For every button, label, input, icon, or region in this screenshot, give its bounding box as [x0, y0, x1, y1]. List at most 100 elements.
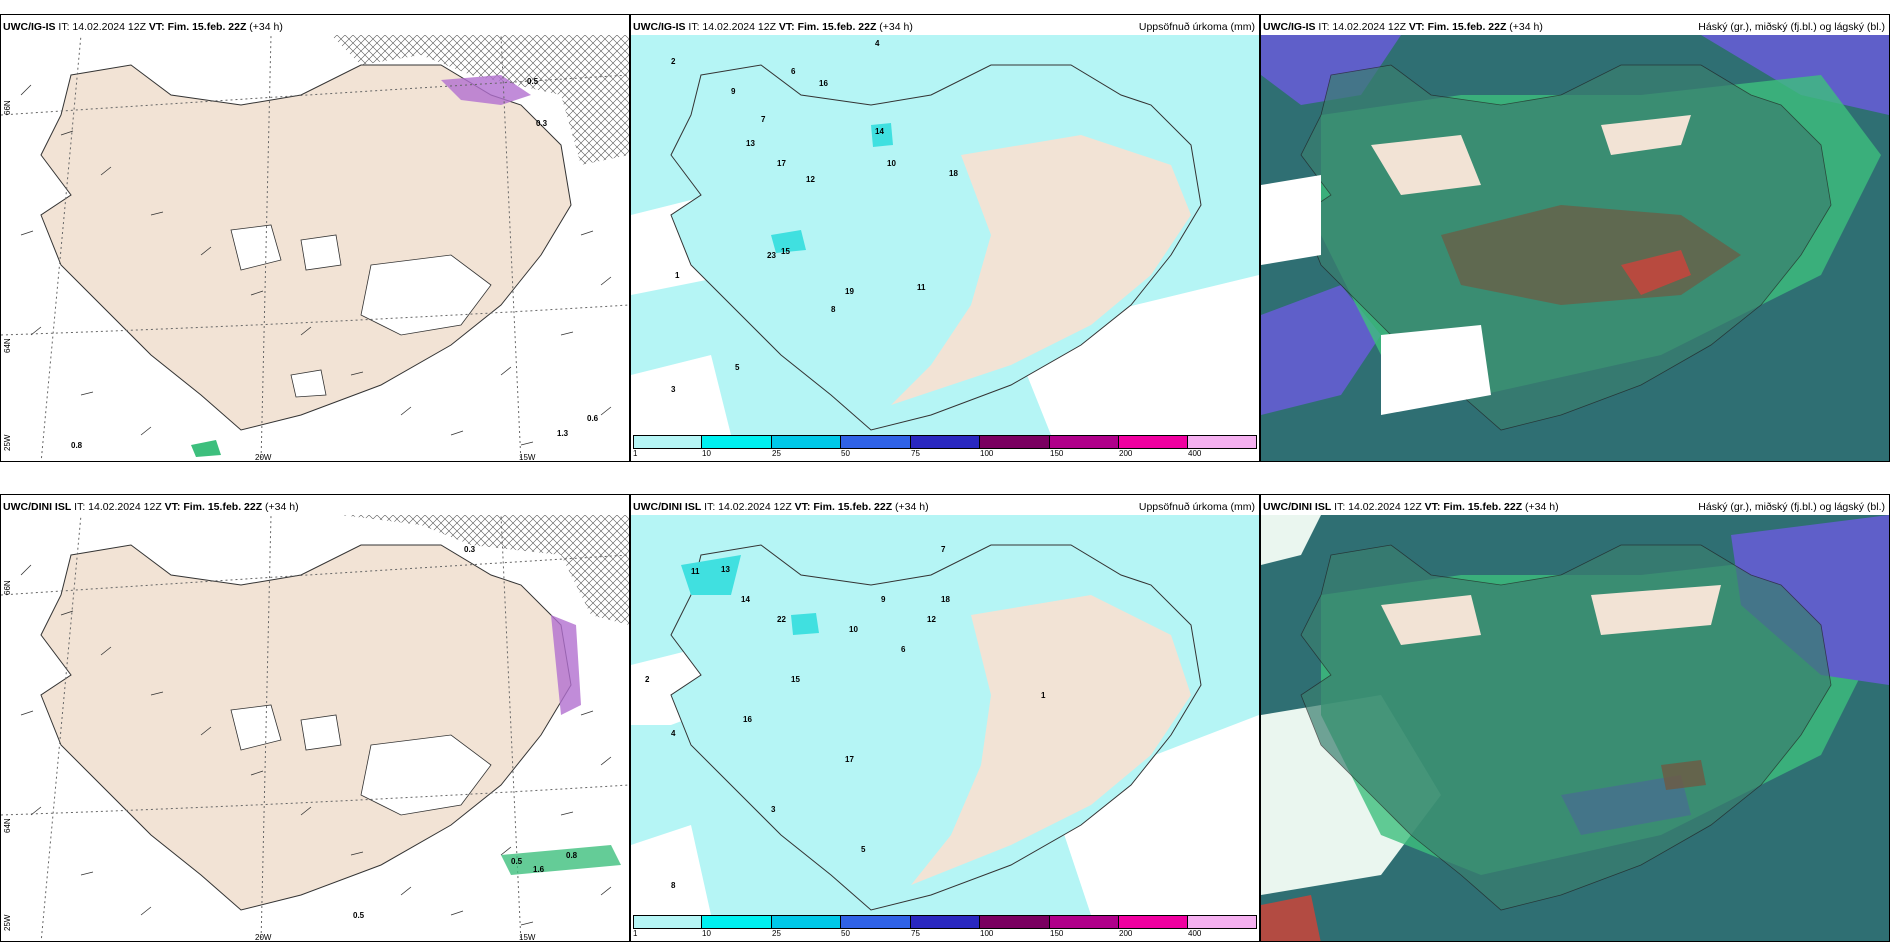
precip-number: 8: [671, 881, 676, 890]
lead-time: (+34 h): [1525, 501, 1559, 513]
ice-patch: [551, 615, 581, 715]
dry-land: [891, 135, 1191, 405]
precip-number: 18: [949, 169, 958, 178]
glacier-vatnajokull: [360, 254, 492, 336]
precip-number: 10: [887, 159, 896, 168]
colorbar-swatch: [980, 915, 1050, 929]
colorbar-swatch: [1119, 915, 1188, 929]
valid-time-label: VT:: [1408, 21, 1425, 33]
precip-number: 8: [831, 305, 836, 314]
glacier-hofsjokull: [300, 234, 342, 271]
lon-label: 25W: [3, 434, 12, 451]
colorbar-swatch: [841, 915, 911, 929]
init-time: IT: 14.02.2024 12Z: [688, 21, 776, 33]
precip-number: 15: [791, 675, 800, 684]
colorbar-tick: 10: [702, 449, 711, 458]
panel-header: UWC/DINI ISL IT: 14.02.2024 12Z VT: Fim.…: [3, 501, 625, 515]
cloud-pale: [1371, 115, 1691, 195]
valid-time-label: VT:: [148, 21, 165, 33]
panel-cloud-ig-is: UWC/IG-IS IT: 14.02.2024 12Z VT: Fim. 15…: [1260, 14, 1890, 462]
model-name: UWC/IG-IS: [1263, 21, 1316, 33]
colorbar-frame: [633, 915, 1257, 929]
dry-land: [911, 595, 1191, 885]
cloud-blue: [1261, 35, 1889, 415]
panel-header: UWC/DINI ISL IT: 14.02.2024 12Z VT: Fim.…: [1263, 501, 1885, 515]
init-time: IT: 14.02.2024 12Z: [58, 21, 146, 33]
valid-time: Fim. 15.feb. 22Z: [183, 501, 263, 513]
precip-number: 5: [735, 363, 740, 372]
colorbar-tick: 400: [1188, 449, 1202, 458]
value-label: 0.8: [71, 441, 83, 450]
hatch-area: [331, 35, 629, 165]
value-label: 0.6: [587, 414, 599, 423]
lon-label: 15W: [519, 933, 536, 942]
precip-number: 11: [691, 567, 700, 576]
init-time: IT: 14.02.2024 12Z: [1318, 21, 1406, 33]
precip-number: 3: [671, 385, 676, 394]
model-name: UWC/IG-IS: [3, 21, 56, 33]
model-name: UWC/DINI ISL: [1263, 501, 1332, 513]
colorbar-tick: 25: [772, 449, 781, 458]
valid-time: Fim. 15.feb. 22Z: [167, 21, 247, 33]
colorbar-tick: 50: [841, 449, 850, 458]
value-label: 1.6: [533, 865, 545, 874]
colorbar-swatch: [702, 435, 772, 449]
lon-label: 20W: [255, 453, 272, 462]
panel-title: Uppsöfnuð úrkoma (mm): [1138, 21, 1255, 33]
colorbar-tick: 1: [633, 449, 638, 458]
cloud-red: [1621, 250, 1691, 295]
precip-mid: [681, 555, 819, 635]
iceland-map-svg: [1, 35, 629, 461]
precip-number: 5: [861, 845, 866, 854]
lon-label: 25W: [3, 914, 12, 931]
precip-number: 17: [777, 159, 786, 168]
colorbar-swatch: [1050, 915, 1119, 929]
colorbar-frame: [633, 435, 1257, 449]
panel-precip-dini: UWC/DINI ISL IT: 14.02.2024 12Z VT: Fim.…: [630, 494, 1260, 942]
colorbar-tick: 200: [1119, 929, 1133, 938]
init-time: IT: 14.02.2024 12Z: [1334, 501, 1422, 513]
precip-number: 13: [721, 565, 730, 574]
value-label: 0.3: [464, 545, 476, 554]
precip-number: 6: [791, 67, 796, 76]
valid-time: Fim. 15.feb. 22Z: [813, 501, 893, 513]
precip-number: 22: [777, 615, 786, 624]
precip-number: 12: [806, 175, 815, 184]
panel-title: Háský (gr.), miðský (fj.bl.) og lágský (…: [1698, 501, 1885, 513]
lon-label: 15W: [519, 453, 536, 462]
precip-number: 7: [941, 545, 946, 554]
glacier-langjokull: [230, 704, 282, 751]
precip-number: 10: [849, 625, 858, 634]
wind-map: 0.5 0.3 0.8 1.3 0.6 66N 64N 25W 20W 15W: [1, 35, 629, 462]
value-label: 0.5: [353, 911, 365, 920]
grid-lat: [1, 554, 629, 816]
colorbar-tick: 10: [702, 929, 711, 938]
init-time: IT: 14.02.2024 12Z: [74, 501, 162, 513]
valid-time: Fim. 15.feb. 22Z: [1427, 21, 1507, 33]
precip-number: 14: [875, 127, 884, 136]
colorbar-tick: 100: [980, 449, 994, 458]
value-label: 0.5: [511, 857, 523, 866]
model-name: UWC/DINI ISL: [3, 501, 72, 513]
precip-green: [501, 845, 621, 875]
valid-time-label: VT:: [778, 21, 795, 33]
valid-time-label: VT:: [794, 501, 811, 513]
colorbar-swatch: [633, 435, 702, 449]
colorbar-tick: 200: [1119, 449, 1133, 458]
precip-number: 4: [875, 39, 880, 48]
colorbar-swatch: [980, 435, 1050, 449]
precip-number: 7: [761, 115, 766, 124]
precip-number: 23: [767, 251, 776, 260]
precip-colorbar: 1 10 25 50 75 100 150 200 400: [633, 435, 1257, 458]
lead-time: (+34 h): [895, 501, 929, 513]
panel-header: UWC/IG-IS IT: 14.02.2024 12Z VT: Fim. 15…: [3, 21, 625, 35]
colorbar-swatch: [702, 915, 772, 929]
value-label: 0.8: [566, 851, 578, 860]
precip-number: 17: [845, 755, 854, 764]
panel-cloud-dini: UWC/DINI ISL IT: 14.02.2024 12Z VT: Fim.…: [1260, 494, 1890, 942]
glacier-langjokull: [230, 224, 282, 271]
lead-time: (+34 h): [1509, 21, 1543, 33]
value-label: 1.3: [557, 429, 569, 438]
precip-number: 9: [881, 595, 886, 604]
lat-label: 66N: [3, 100, 12, 115]
